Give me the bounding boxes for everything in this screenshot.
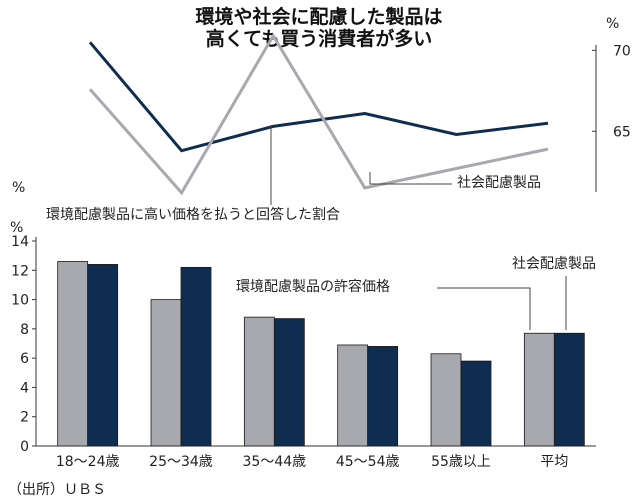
- bar-navy: [553, 332, 585, 447]
- bar-chart-ytick-label: 4: [20, 380, 29, 396]
- line-series-navy: [88, 41, 549, 153]
- leader-line-env-price: [437, 287, 531, 330]
- bar-chart-xtick-label: 25〜34歳: [149, 454, 213, 470]
- bar-gray: [57, 261, 89, 447]
- line-chart-right-unit: %: [606, 16, 620, 32]
- bar-chart: % 0 2 4 6 8 10 12 14 18〜24歳 25〜34歳 35〜44歳 45〜54歳 55歳以…: [10, 220, 596, 470]
- bar-chart-ytick-label: 8: [20, 322, 29, 338]
- bar-navy: [460, 360, 492, 447]
- bar-gray: [150, 299, 182, 447]
- bar-chart-ytick-label: 2: [20, 410, 29, 426]
- bar-gray: [430, 353, 462, 447]
- bar-gray: [243, 316, 275, 447]
- bar-chart-xtick-label: 18〜24歳: [56, 454, 120, 470]
- bar-annotation-social: 社会配慮製品: [512, 256, 596, 272]
- line-chart-ytick-label: 70: [613, 43, 631, 59]
- bar-chart-ylabel-unit: %: [10, 220, 23, 236]
- bar-chart-ytick-label: 0: [20, 439, 29, 455]
- bar-gray: [337, 344, 369, 447]
- bar-chart-xtick-label: 35〜44歳: [243, 454, 307, 470]
- bar-chart-ytick-label: 10: [11, 293, 29, 309]
- bar-navy: [367, 346, 399, 447]
- bar-annotation-env-price: 環境配慮製品の許容価格: [236, 279, 390, 295]
- bar-navy: [180, 266, 212, 447]
- line-annotation-env: 環境配慮製品に高い価格を払うと回答した割合: [46, 207, 340, 223]
- bar-chart-xtick-label: 55歳以上: [431, 454, 491, 470]
- line-chart-ylabel-unit: %: [12, 180, 26, 196]
- line-annotation-social: 社会配慮製品: [457, 175, 541, 191]
- bar-chart-xtick-label: 45〜54歳: [336, 454, 400, 470]
- bar-navy: [87, 264, 119, 447]
- source-note: （出所）ＵＢＳ: [8, 482, 106, 498]
- bar-gray: [523, 332, 555, 447]
- annotation-leaders: [270, 125, 567, 330]
- bar-navy: [273, 318, 305, 447]
- leader-line-social: [369, 172, 452, 185]
- bar-chart-ytick-label: 12: [11, 263, 29, 279]
- bar-chart-xtick-label: 平均: [540, 454, 568, 470]
- line-chart-ytick-label: 65: [613, 124, 631, 140]
- bar-chart-ytick-label: 14: [11, 234, 29, 250]
- bar-chart-ytick-label: 6: [20, 351, 29, 367]
- chart-title-line-2: 高くても買う消費者が多い: [205, 28, 433, 50]
- line-chart: 65 70: [88, 32, 631, 196]
- line-series-gray: [88, 32, 549, 196]
- chart-title-line-1: 環境や社会に配慮した製品は: [195, 6, 443, 28]
